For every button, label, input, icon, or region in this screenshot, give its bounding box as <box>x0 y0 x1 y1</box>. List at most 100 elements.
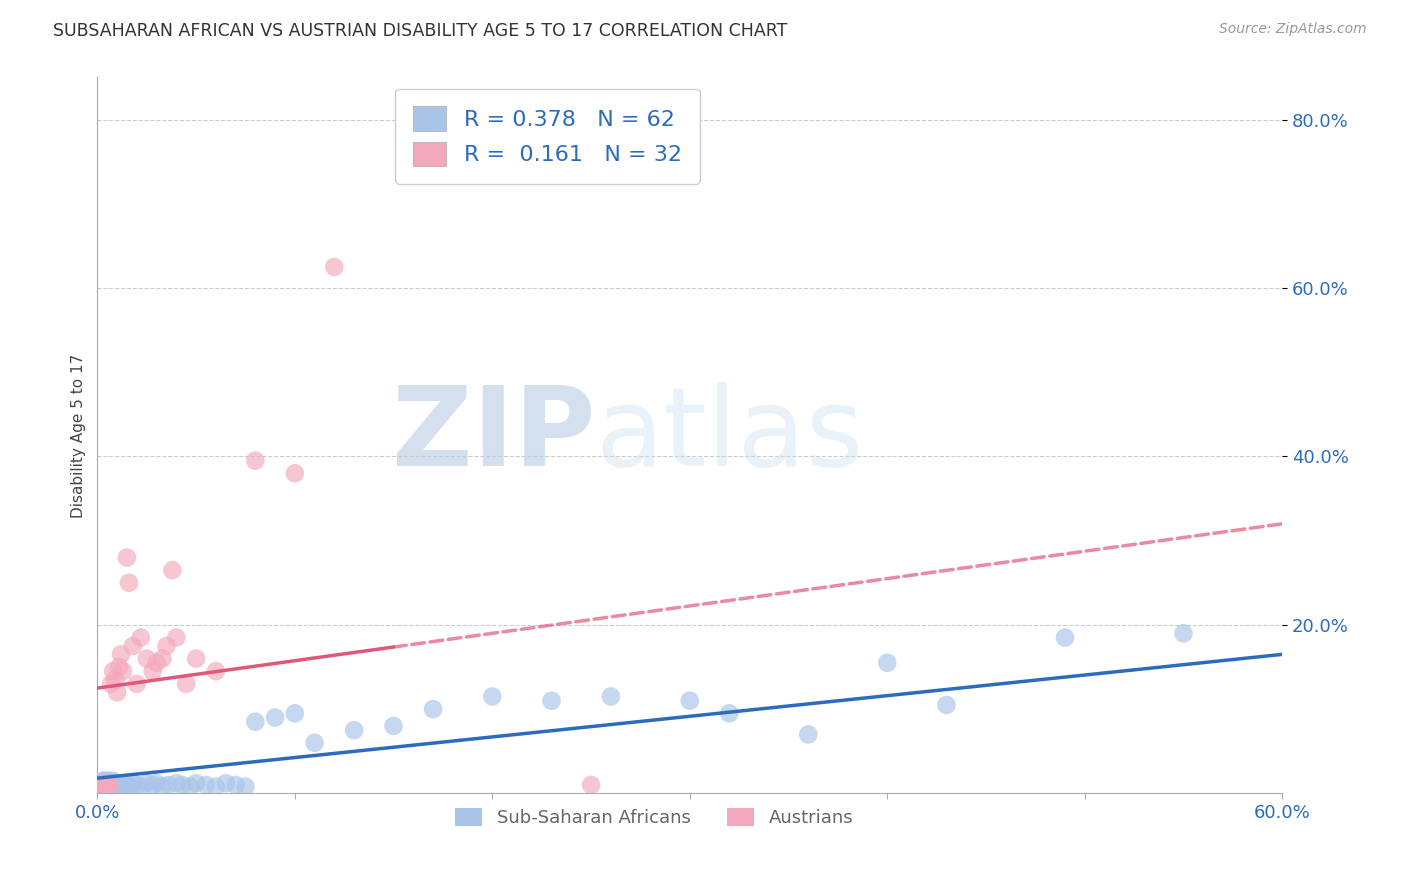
Point <box>165 631 187 645</box>
Point <box>1173 626 1195 640</box>
Text: ZIP: ZIP <box>392 382 595 489</box>
Point <box>876 656 898 670</box>
Point <box>110 778 132 792</box>
Point <box>104 673 127 687</box>
Point <box>264 710 287 724</box>
Point <box>98 773 121 788</box>
Point <box>205 780 228 794</box>
Point <box>90 776 112 790</box>
Point <box>90 780 112 794</box>
Point <box>284 706 307 721</box>
Point <box>245 714 267 729</box>
Point <box>98 778 121 792</box>
Point <box>108 660 131 674</box>
Point <box>114 776 136 790</box>
Point <box>235 780 257 794</box>
Point <box>96 776 118 790</box>
Point <box>91 778 114 792</box>
Point <box>145 776 167 790</box>
Point <box>135 651 157 665</box>
Point <box>108 776 131 790</box>
Point <box>679 694 702 708</box>
Point <box>100 780 122 794</box>
Point <box>101 773 124 788</box>
Point <box>155 639 177 653</box>
Point <box>100 776 122 790</box>
Point <box>540 694 562 708</box>
Point <box>225 778 247 792</box>
Point <box>115 778 138 792</box>
Point <box>152 651 174 665</box>
Point <box>162 563 184 577</box>
Point <box>718 706 741 721</box>
Point <box>96 778 118 792</box>
Text: SUBSAHARAN AFRICAN VS AUSTRIAN DISABILITY AGE 5 TO 17 CORRELATION CHART: SUBSAHARAN AFRICAN VS AUSTRIAN DISABILIT… <box>53 22 787 40</box>
Point <box>215 776 238 790</box>
Point <box>194 778 217 792</box>
Point <box>165 776 187 790</box>
Legend: Sub-Saharan Africans, Austrians: Sub-Saharan Africans, Austrians <box>449 801 860 834</box>
Point <box>101 664 124 678</box>
Point <box>142 778 165 792</box>
Point <box>481 690 503 704</box>
Point <box>90 780 112 794</box>
Point <box>935 698 957 712</box>
Point <box>284 467 307 481</box>
Y-axis label: Disability Age 5 to 17: Disability Age 5 to 17 <box>72 353 86 517</box>
Point <box>129 780 152 794</box>
Point <box>599 690 621 704</box>
Point <box>118 575 141 590</box>
Point <box>91 773 114 788</box>
Point <box>96 780 118 794</box>
Point <box>98 778 121 792</box>
Point <box>94 776 117 790</box>
Point <box>129 631 152 645</box>
Point <box>122 776 145 790</box>
Point <box>96 776 118 790</box>
Point <box>91 778 114 792</box>
Point <box>101 778 124 792</box>
Point <box>111 780 134 794</box>
Point <box>100 677 122 691</box>
Point <box>94 780 117 794</box>
Point <box>174 677 197 691</box>
Point <box>135 776 157 790</box>
Point <box>172 778 194 792</box>
Point <box>94 773 117 788</box>
Point <box>105 780 128 794</box>
Point <box>184 776 207 790</box>
Point <box>110 648 132 662</box>
Point <box>125 677 148 691</box>
Point <box>145 656 167 670</box>
Text: Source: ZipAtlas.com: Source: ZipAtlas.com <box>1219 22 1367 37</box>
Point <box>142 664 165 678</box>
Point <box>105 778 128 792</box>
Point <box>157 778 180 792</box>
Point <box>105 685 128 699</box>
Point <box>184 651 207 665</box>
Point <box>111 664 134 678</box>
Point <box>104 780 127 794</box>
Point <box>115 550 138 565</box>
Point <box>579 778 602 792</box>
Point <box>304 736 326 750</box>
Point <box>104 776 127 790</box>
Text: atlas: atlas <box>595 382 863 489</box>
Point <box>122 639 145 653</box>
Point <box>382 719 405 733</box>
Point <box>98 780 121 794</box>
Point <box>797 727 820 741</box>
Point <box>91 780 114 794</box>
Point <box>245 453 267 467</box>
Point <box>94 780 117 794</box>
Point <box>89 778 111 792</box>
Point <box>1053 631 1076 645</box>
Point <box>422 702 444 716</box>
Point <box>343 723 366 738</box>
Point <box>118 780 141 794</box>
Point <box>179 780 201 794</box>
Point <box>323 260 346 274</box>
Point <box>152 780 174 794</box>
Point <box>205 664 228 678</box>
Point <box>125 778 148 792</box>
